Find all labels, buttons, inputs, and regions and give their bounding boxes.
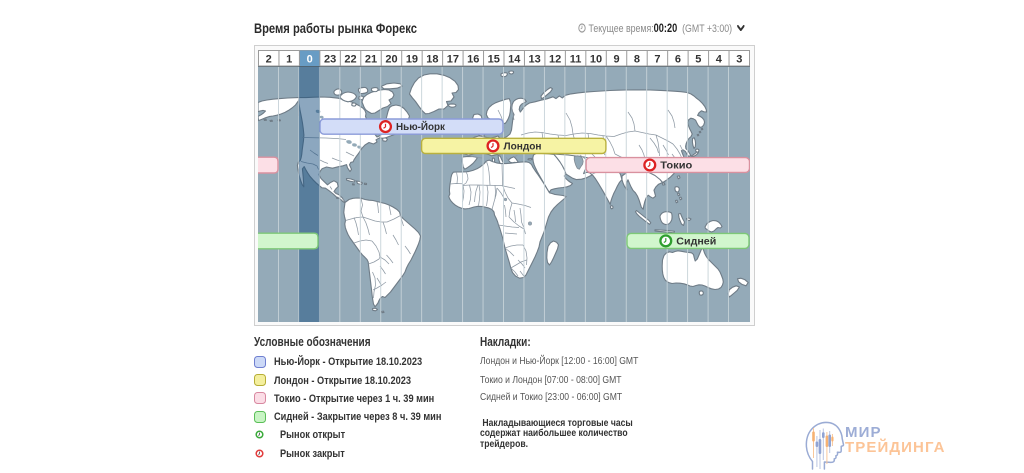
svg-text:16: 16	[467, 53, 479, 65]
svg-text:11: 11	[570, 53, 582, 65]
svg-text:19: 19	[406, 53, 418, 65]
svg-text:22: 22	[344, 53, 356, 65]
svg-text:5: 5	[695, 53, 701, 65]
svg-text:1: 1	[286, 53, 292, 65]
svg-text:Нью-Йорк: Нью-Йорк	[396, 120, 446, 133]
svg-text:13: 13	[529, 53, 541, 65]
svg-text:9: 9	[613, 53, 619, 65]
svg-text:12: 12	[549, 53, 561, 65]
svg-text:Лондон: Лондон	[504, 141, 542, 153]
svg-text:Токио: Токио	[660, 160, 692, 172]
svg-text:6: 6	[675, 53, 681, 65]
svg-text:14: 14	[508, 53, 521, 65]
svg-text:3: 3	[736, 53, 742, 65]
svg-text:Сидней: Сидней	[676, 236, 716, 248]
svg-text:21: 21	[365, 53, 377, 65]
svg-text:17: 17	[447, 53, 459, 65]
svg-text:15: 15	[488, 53, 500, 65]
svg-text:20: 20	[385, 53, 397, 65]
svg-text:8: 8	[634, 53, 640, 65]
svg-text:4: 4	[716, 53, 723, 65]
svg-text:10: 10	[590, 53, 602, 65]
svg-text:0: 0	[307, 53, 313, 65]
svg-text:2: 2	[266, 53, 272, 65]
svg-text:23: 23	[324, 53, 336, 65]
svg-text:7: 7	[654, 53, 660, 65]
svg-text:18: 18	[426, 53, 438, 65]
